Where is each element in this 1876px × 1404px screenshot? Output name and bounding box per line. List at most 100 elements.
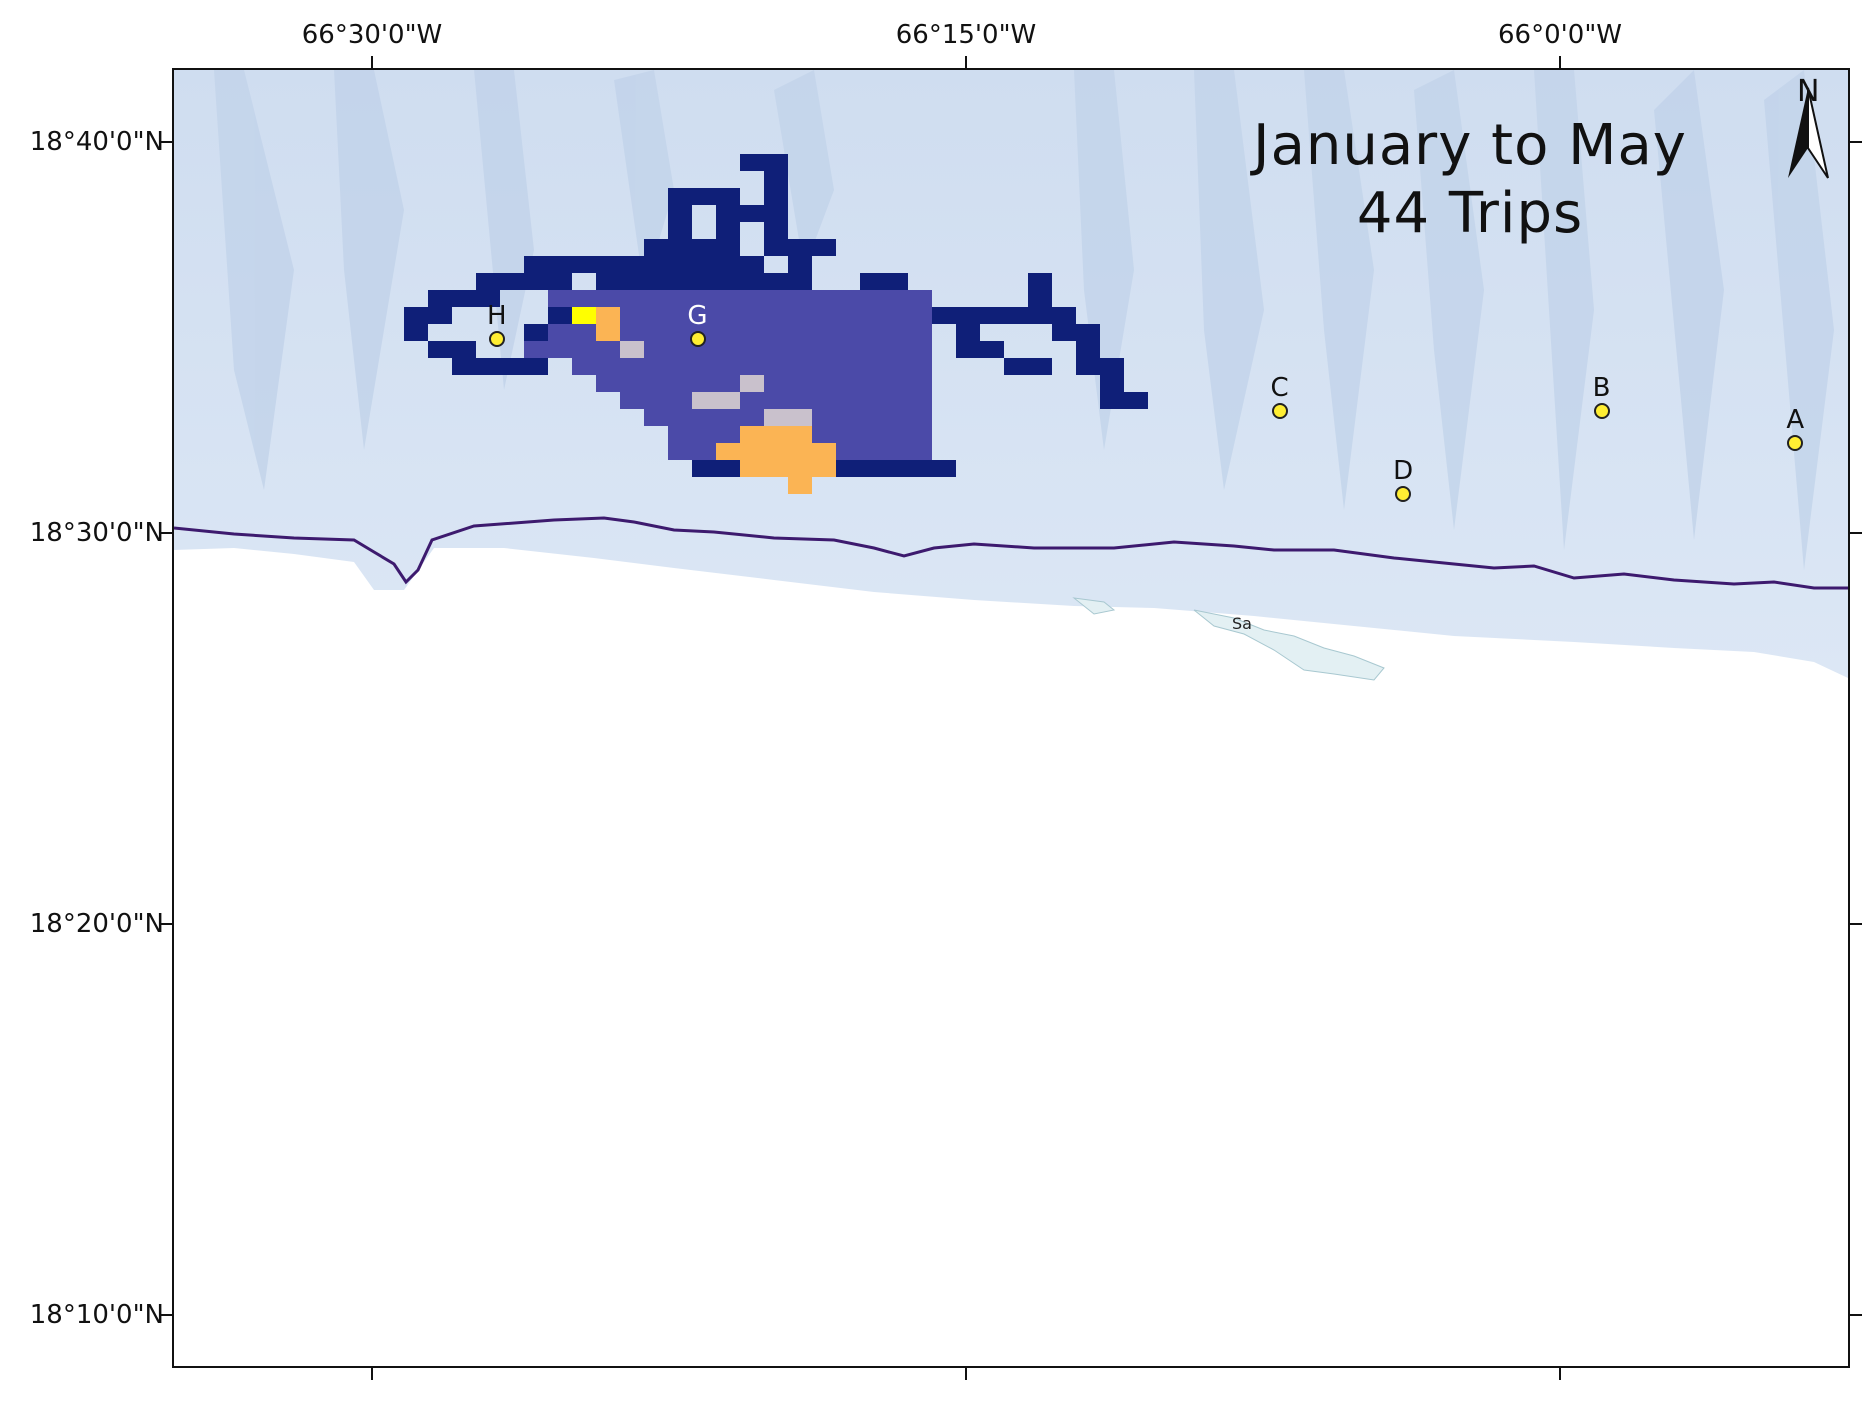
heatmap-cell	[956, 307, 980, 324]
heatmap-cell	[1004, 307, 1028, 324]
heatmap-cell	[908, 358, 932, 375]
heatmap-cell	[764, 409, 788, 426]
heatmap-cell	[788, 307, 812, 324]
heatmap-cell	[692, 375, 716, 392]
heatmap-cell	[812, 324, 836, 341]
heatmap-cell	[836, 307, 860, 324]
heatmap-cell	[476, 273, 500, 290]
heatmap-cell	[836, 392, 860, 409]
heatmap-cell	[908, 426, 932, 443]
heatmap-cell	[788, 375, 812, 392]
heatmap-cell	[692, 273, 716, 290]
heatmap-cell	[716, 222, 740, 239]
heatmap-cell	[812, 239, 836, 256]
heatmap-cell	[524, 324, 548, 341]
heatmap-cell	[884, 426, 908, 443]
heatmap-cell	[692, 426, 716, 443]
heatmap-cell	[812, 307, 836, 324]
heatmap-cell	[716, 273, 740, 290]
heatmap-cell	[596, 256, 620, 273]
heatmap-cell	[884, 290, 908, 307]
heatmap-cell	[644, 341, 668, 358]
heatmap-cell	[764, 443, 788, 460]
heatmap-cell	[884, 392, 908, 409]
heatmap-cell	[668, 222, 692, 239]
heatmap-cell	[740, 392, 764, 409]
station-marker[interactable]	[488, 331, 505, 348]
heatmap-cell	[788, 239, 812, 256]
heatmap-cell	[836, 443, 860, 460]
heatmap-cell	[836, 324, 860, 341]
station-label: D	[1393, 456, 1414, 487]
heatmap-cell	[500, 273, 524, 290]
heatmap-cell	[1028, 290, 1052, 307]
heatmap-cell	[812, 460, 836, 477]
heatmap-cell	[692, 443, 716, 460]
latitude-tick-label: 18°40'0"N	[29, 126, 164, 157]
title-period: January to May	[1253, 113, 1687, 178]
heatmap-cell	[764, 392, 788, 409]
heatmap-cell	[1052, 307, 1076, 324]
longitude-tick	[965, 56, 967, 68]
station-marker[interactable]	[1593, 403, 1610, 419]
heatmap-cell	[884, 443, 908, 460]
heatmap-cell	[596, 307, 620, 324]
heatmap-cell	[428, 307, 452, 324]
longitude-tick	[1559, 1368, 1561, 1380]
longitude-tick-label: 66°15'0"W	[895, 20, 1037, 50]
heatmap-cell	[572, 290, 596, 307]
station-marker[interactable]	[1787, 434, 1804, 451]
heatmap-cell	[644, 290, 668, 307]
station-label: H	[486, 301, 507, 332]
heatmap-cell	[1076, 341, 1100, 358]
station-marker[interactable]	[1395, 486, 1412, 503]
station-marker[interactable]	[689, 331, 706, 348]
heatmap-cell	[596, 358, 620, 375]
heatmap-cell	[860, 460, 884, 477]
heatmap-cell	[620, 307, 644, 324]
heatmap-cell	[1100, 375, 1124, 392]
heatmap-cell	[620, 290, 644, 307]
heatmap-cell	[548, 290, 572, 307]
heatmap-cell	[764, 273, 788, 290]
map-canvas[interactable]	[174, 70, 1848, 1366]
heatmap-cell	[716, 341, 740, 358]
heatmap-cell	[740, 205, 764, 222]
heatmap-cell	[1100, 358, 1124, 375]
heatmap-cell	[908, 341, 932, 358]
heatmap-cell	[644, 273, 668, 290]
heatmap-cell	[764, 188, 788, 205]
heatmap-cell	[908, 409, 932, 426]
longitude-tick	[371, 1368, 373, 1380]
longitude-tick	[965, 1368, 967, 1380]
fishing-effort-heatmap	[404, 154, 1148, 494]
heatmap-cell	[692, 239, 716, 256]
map-frame[interactable]: Sa	[172, 68, 1850, 1368]
heatmap-cell	[812, 290, 836, 307]
island	[1193, 609, 1385, 681]
heatmap-cell	[740, 443, 764, 460]
heatmap-cell	[788, 443, 812, 460]
heatmap-cell	[740, 358, 764, 375]
heatmap-cell	[668, 358, 692, 375]
station-marker[interactable]	[1271, 403, 1288, 419]
heatmap-cell	[716, 188, 740, 205]
heatmap-cell	[692, 392, 716, 409]
heatmap-cell	[668, 409, 692, 426]
heatmap-cell	[644, 239, 668, 256]
heatmap-cell	[788, 392, 812, 409]
heatmap-cell	[908, 392, 932, 409]
heatmap-cell	[884, 460, 908, 477]
latitude-tick	[1850, 140, 1862, 143]
heatmap-cell	[716, 239, 740, 256]
heatmap-cell	[788, 273, 812, 290]
heatmap-cell	[764, 426, 788, 443]
heatmap-cell	[476, 358, 500, 375]
heatmap-cell	[572, 307, 596, 324]
heatmap-cell	[548, 324, 572, 341]
heatmap-cell	[884, 375, 908, 392]
heatmap-cell	[860, 443, 884, 460]
heatmap-cell	[716, 460, 740, 477]
heatmap-cell	[572, 324, 596, 341]
station-label: A	[1786, 404, 1805, 435]
